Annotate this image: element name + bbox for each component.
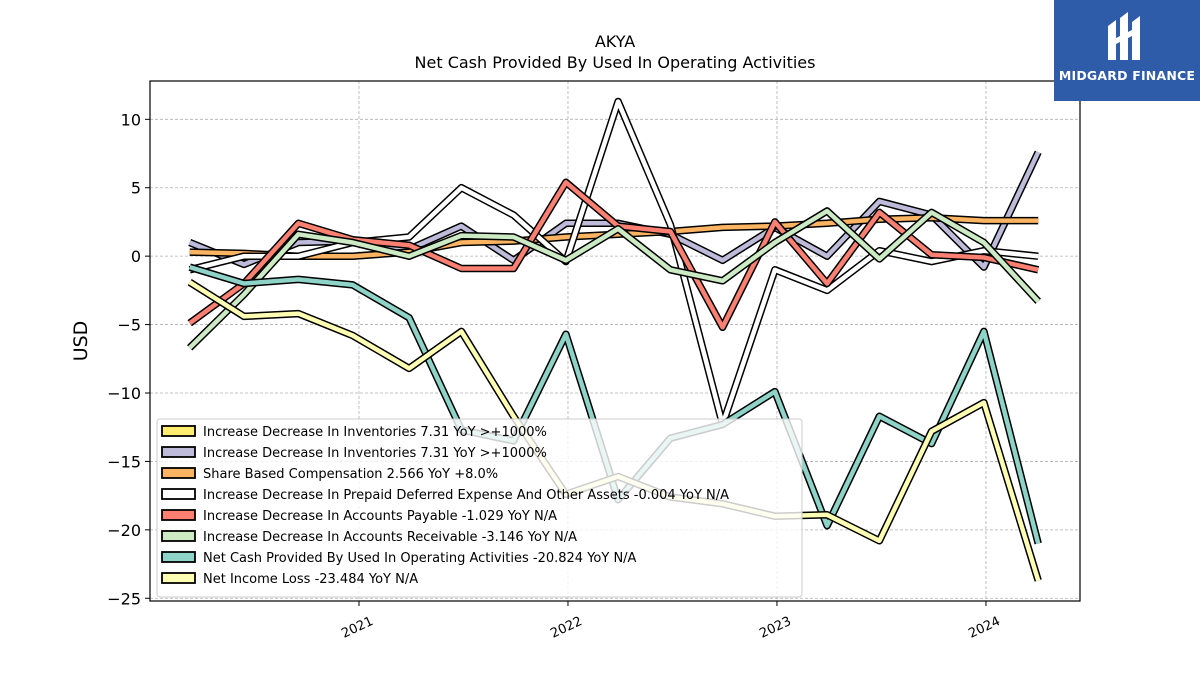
x-tick-label: 2022	[548, 614, 584, 642]
y-tick-label: 0	[131, 247, 141, 266]
legend-entry: Increase Decrease In Inventories 7.31 Yo…	[203, 446, 547, 461]
legend-entry: Increase Decrease In Accounts Payable -1…	[203, 509, 557, 524]
y-tick-label: −25	[107, 589, 141, 608]
legend-swatch	[161, 509, 196, 521]
legend-box	[156, 418, 803, 598]
chart-subtitle: Net Cash Provided By Used In Operating A…	[415, 53, 816, 72]
y-tick-label: −20	[107, 521, 141, 540]
logo-text: MIDGARD FINANCE	[1058, 68, 1196, 83]
legend: Increase Decrease In Inventories 7.31 Yo…	[156, 418, 803, 598]
y-tick-label: −5	[117, 316, 141, 335]
legend-entry: Increase Decrease In Prepaid Deferred Ex…	[203, 488, 729, 503]
legend-entry: Share Based Compensation 2.566 YoY +8.0%	[203, 467, 498, 482]
legend-swatch	[161, 446, 196, 458]
midgard-finance-logo: MIDGARD FINANCE	[1054, 0, 1200, 101]
y-axis-label: USD	[70, 321, 92, 362]
legend-entry: Net Cash Provided By Used In Operating A…	[203, 551, 637, 566]
legend-swatch	[161, 572, 196, 584]
plot-frame	[149, 80, 1081, 602]
y-tick-label: −15	[107, 452, 141, 471]
logo-mark-icon	[1108, 12, 1140, 60]
series-lines	[187, 97, 1042, 582]
y-tick-label: −10	[107, 384, 141, 403]
y-tick-label: 10	[121, 110, 141, 129]
series-line-outline	[188, 97, 1039, 429]
legend-swatch	[161, 530, 196, 542]
series-line	[188, 208, 1040, 350]
legend-entry: Increase Decrease In Accounts Receivable…	[203, 530, 577, 545]
y-tick-label: 5	[131, 179, 141, 198]
legend-swatch	[161, 551, 196, 563]
series-line	[189, 99, 1039, 427]
legend-swatch	[161, 488, 196, 500]
x-tick-label: 2021	[339, 614, 375, 642]
series-line	[189, 215, 1039, 259]
legend-swatch	[161, 425, 196, 437]
chart-title: AKYA	[595, 32, 635, 51]
legend-entry: Increase Decrease In Inventories 7.31 Yo…	[203, 425, 547, 440]
x-tick-label: 2023	[757, 614, 793, 642]
legend-entry: Net Income Loss -23.484 YoY N/A	[203, 572, 418, 587]
x-tick-label: 2024	[966, 614, 1002, 642]
legend-swatch	[161, 467, 196, 479]
